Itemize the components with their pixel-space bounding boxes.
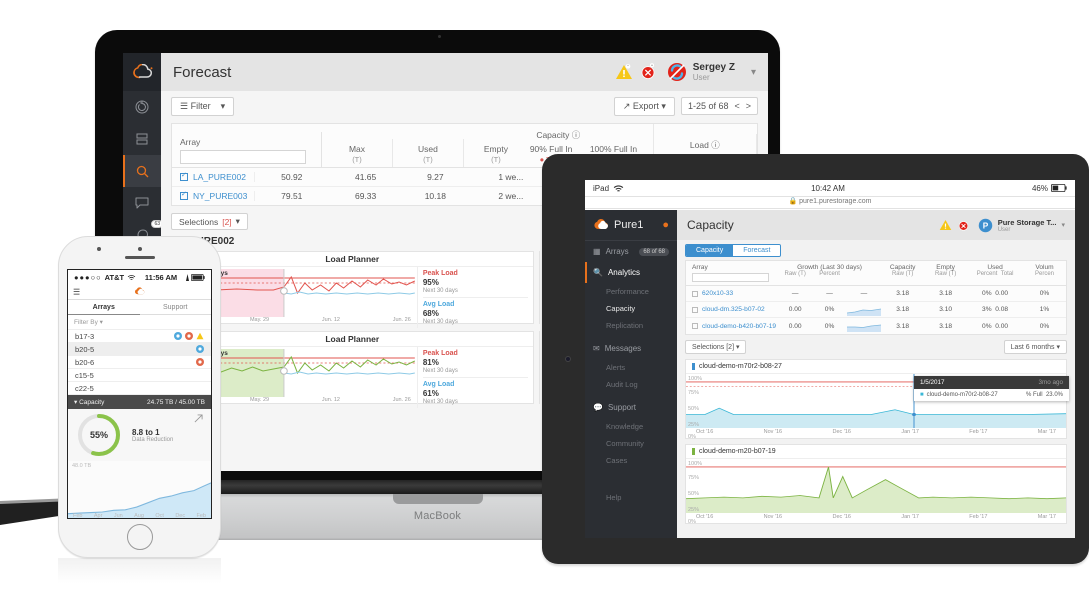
svg-text:55%: 55% [90,430,108,440]
svg-text:P: P [982,221,988,230]
